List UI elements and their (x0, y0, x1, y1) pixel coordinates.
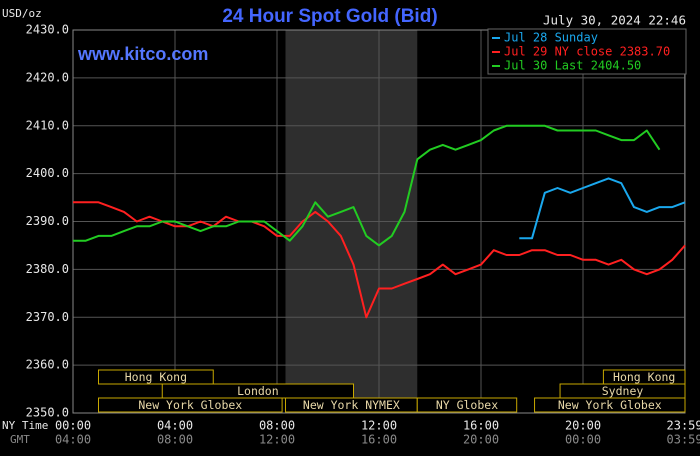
session-bar (534, 397, 686, 413)
series-line (73, 124, 661, 247)
chart-title: 24 Hour Spot Gold (Bid) (222, 6, 437, 27)
x2-tick-label: 08:00 (157, 433, 193, 447)
x-tick-label: 04:00 (157, 419, 193, 433)
x-tick-label: 23:59 (667, 419, 700, 433)
y-tick-label: 2410.0 (26, 118, 69, 132)
date-label: July 30, 2024 22:46 (543, 13, 686, 28)
session-label: New York Globex (138, 398, 242, 412)
session-label: Sydney (602, 384, 644, 398)
legend-entry: Jul 30 Last 2404.50 (504, 59, 641, 73)
x2-tick-label: 20:00 (463, 433, 499, 447)
plot-layer (72, 29, 686, 414)
legend-box (487, 28, 687, 75)
session-label: New York Globex (558, 398, 662, 412)
x-tick-label: 20:00 (565, 419, 601, 433)
y-tick-label: 2400.0 (26, 166, 69, 180)
x2-tick-label: 04:00 (55, 433, 91, 447)
x-tick-label: 08:00 (259, 419, 295, 433)
session-bar (602, 369, 686, 385)
series-line (73, 201, 686, 319)
x2-tick-label: 16:00 (361, 433, 397, 447)
x2-tick-label: 00:00 (565, 433, 601, 447)
session-bar (98, 369, 214, 385)
y-tick-label: 2360.0 (26, 358, 69, 372)
session-label: NY Globex (436, 398, 498, 412)
y-axis-label: USD/oz (2, 7, 42, 20)
y-tick-label: 2430.0 (26, 23, 69, 37)
watermark: www.kitco.com (77, 44, 208, 64)
y-tick-label: 2350.0 (26, 406, 69, 420)
session-label: Hong Kong (613, 370, 675, 384)
y-tick-label: 2390.0 (26, 214, 69, 228)
x2-tick-label: 03:59 (667, 433, 700, 447)
session-bar (416, 397, 518, 413)
session-label: London (237, 384, 279, 398)
x-tick-label: 00:00 (55, 419, 91, 433)
session-bar (98, 397, 283, 413)
session-label: Hong Kong (125, 370, 187, 384)
x-tick-label: 16:00 (463, 419, 499, 433)
x-axis-label: NY Time (2, 419, 48, 432)
x2-axis-label: GMT (10, 433, 30, 446)
y-tick-label: 2370.0 (26, 310, 69, 324)
series-line (519, 177, 686, 240)
y-tick-label: 2380.0 (26, 262, 69, 276)
legend-entry: Jul 29 NY close 2383.70 (504, 45, 670, 59)
legend-entry: Jul 28 Sunday (504, 31, 598, 45)
x-tick-label: 12:00 (361, 419, 397, 433)
x2-tick-label: 12:00 (259, 433, 295, 447)
y-tick-label: 2420.0 (26, 70, 69, 84)
session-label: New York NYMEX (303, 398, 400, 412)
plot-frame (72, 29, 686, 414)
